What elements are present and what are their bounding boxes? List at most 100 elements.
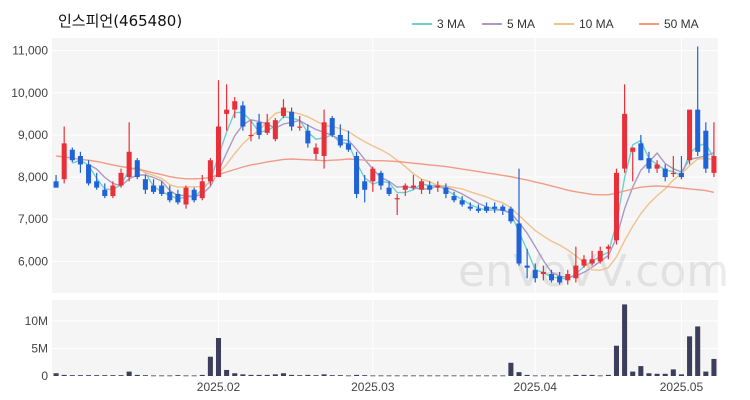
candle	[110, 181, 116, 199]
candle-body	[605, 246, 611, 249]
candle	[264, 113, 270, 135]
candle	[394, 193, 400, 216]
candle-body	[386, 187, 392, 194]
candle	[224, 84, 230, 131]
candle-body	[524, 265, 530, 268]
volume-bar	[678, 374, 684, 376]
volume-bar	[345, 375, 351, 377]
volume-bar	[337, 375, 343, 376]
candle	[508, 206, 514, 224]
volume-bar	[605, 374, 611, 376]
candle-body	[240, 105, 246, 127]
candle	[410, 174, 416, 190]
volume-bar	[240, 374, 246, 376]
candle-body	[427, 185, 433, 190]
date-axis-ticks: 2025.02 2025.03 2025.04 2025.05	[197, 380, 704, 394]
candle	[524, 248, 530, 279]
candle-body	[557, 276, 563, 283]
volume-bar	[69, 375, 75, 376]
candle-body	[191, 189, 197, 201]
candle-body	[86, 164, 92, 184]
volume-bar	[670, 369, 676, 376]
candle	[345, 130, 351, 152]
candle-body	[289, 111, 295, 127]
candle	[703, 122, 709, 173]
candle-body	[573, 265, 579, 279]
candle	[272, 118, 278, 142]
volume-bar	[126, 371, 132, 376]
candle	[126, 122, 132, 182]
candle-body	[492, 206, 498, 209]
candle	[500, 204, 506, 216]
candle	[207, 158, 213, 186]
candle	[191, 187, 197, 203]
volume-bar	[86, 375, 92, 376]
volume-bar	[102, 375, 108, 376]
volume-bar	[77, 375, 83, 376]
legend-label: 50 MA	[664, 17, 699, 31]
candle-body	[305, 130, 311, 144]
legend: 3 MA 5 MA 10 MA 50 MA	[412, 17, 699, 31]
volume-bar	[532, 375, 538, 377]
legend-item: 5 MA	[482, 17, 535, 31]
date-tick-label: 2025.02	[197, 380, 241, 394]
candle	[638, 134, 644, 161]
candle	[337, 124, 343, 148]
volume-bar	[199, 374, 205, 376]
watermark: enVeVV.com	[458, 246, 729, 297]
price-tick-label: 11,000	[12, 44, 48, 58]
date-tick-label: 2025.04	[514, 380, 558, 394]
candle	[516, 168, 522, 266]
candle-body	[459, 200, 465, 205]
volume-bar	[329, 375, 335, 376]
candle-body	[695, 109, 701, 152]
candle	[94, 172, 100, 190]
volume-bar	[134, 374, 140, 376]
volume-bar	[508, 362, 514, 376]
candle	[183, 185, 189, 209]
candle	[443, 183, 449, 199]
candle-body	[475, 208, 481, 211]
volume-bar	[61, 374, 67, 376]
candle-body	[69, 149, 75, 161]
candle-body	[264, 122, 270, 133]
volume-bar	[516, 372, 522, 376]
volume-bar	[524, 374, 530, 376]
candle	[378, 170, 384, 190]
candle-body	[110, 185, 116, 197]
candle-body	[248, 134, 254, 137]
volume-bar	[313, 375, 319, 376]
candle	[467, 202, 473, 211]
candle-body	[61, 143, 67, 180]
candle-body	[630, 147, 636, 152]
candle	[142, 174, 148, 194]
candle	[565, 269, 571, 285]
candle	[532, 263, 538, 283]
candle	[102, 183, 108, 199]
volume-bar	[215, 338, 222, 376]
volume-bar	[297, 375, 303, 376]
candle	[557, 271, 563, 285]
candle	[573, 246, 579, 283]
candle	[232, 97, 238, 119]
candle	[687, 109, 693, 165]
candle	[492, 202, 498, 213]
candle	[654, 160, 660, 173]
price-tick-label: 6,000	[18, 254, 48, 268]
candle	[451, 191, 457, 203]
candle-body	[118, 172, 124, 186]
candlesticks	[53, 46, 717, 285]
volume-bar	[142, 375, 148, 376]
candle-body	[419, 181, 425, 190]
candle	[540, 265, 546, 281]
candle-body	[215, 126, 222, 178]
price-tick-label: 7,000	[18, 212, 48, 226]
candle-body	[224, 109, 230, 114]
legend-item: 3 MA	[412, 17, 465, 31]
candle	[61, 126, 67, 184]
volume-bar	[695, 326, 701, 376]
candle	[419, 179, 425, 194]
candle-body	[77, 156, 83, 165]
candle-body	[581, 259, 587, 266]
